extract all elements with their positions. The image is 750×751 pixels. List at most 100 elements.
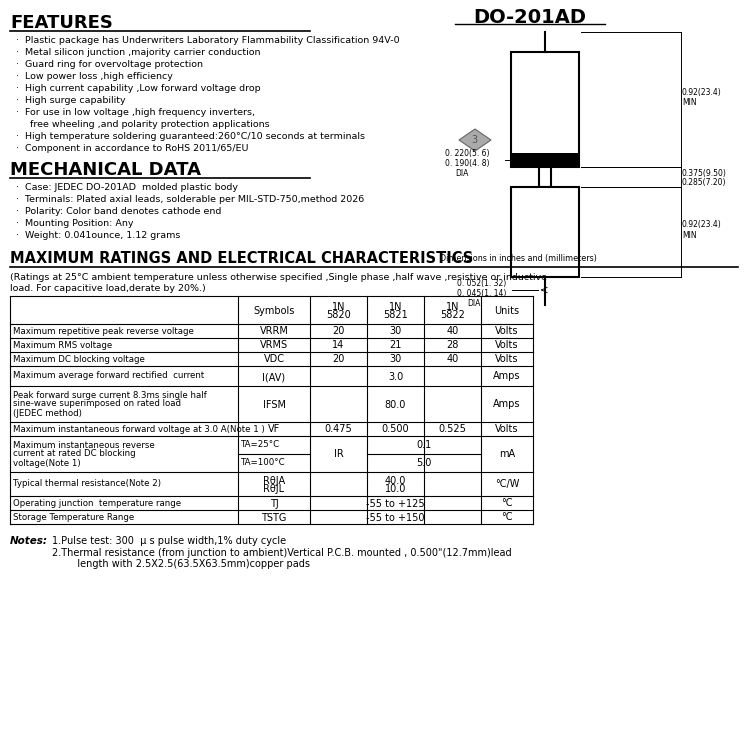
Text: 0.375(9.50): 0.375(9.50) xyxy=(682,169,727,178)
Text: Maximum average forward rectified  current: Maximum average forward rectified curren… xyxy=(13,372,204,381)
Text: Volts: Volts xyxy=(495,424,519,434)
Text: Maximum RMS voltage: Maximum RMS voltage xyxy=(13,340,112,349)
Bar xyxy=(539,167,551,187)
Text: 14: 14 xyxy=(332,340,344,350)
Text: 21: 21 xyxy=(389,340,402,350)
Text: MIN: MIN xyxy=(682,231,697,240)
Text: 0.92(23.4): 0.92(23.4) xyxy=(682,88,722,97)
Text: 20: 20 xyxy=(332,354,345,364)
Text: -55 to +125: -55 to +125 xyxy=(366,499,424,509)
Text: MAXIMUM RATINGS AND ELECTRICAL CHARACTERISTICS: MAXIMUM RATINGS AND ELECTRICAL CHARACTER… xyxy=(10,251,473,266)
Text: DO-201AD: DO-201AD xyxy=(473,8,586,27)
Text: VDC: VDC xyxy=(263,354,284,364)
Text: °C: °C xyxy=(501,512,513,522)
Text: 5.0: 5.0 xyxy=(416,458,432,468)
Text: 0.1: 0.1 xyxy=(416,440,432,450)
Text: 40: 40 xyxy=(446,354,458,364)
Text: 40.0: 40.0 xyxy=(385,475,406,485)
Text: TA=100°C: TA=100°C xyxy=(241,458,286,467)
Text: free wheeling ,and polarity protection applications: free wheeling ,and polarity protection a… xyxy=(24,120,270,129)
Text: ·  Weight: 0.041ounce, 1.12 grams: · Weight: 0.041ounce, 1.12 grams xyxy=(16,231,180,240)
Text: Maximum instantaneous forward voltage at 3.0 A(Note 1 ): Maximum instantaneous forward voltage at… xyxy=(13,424,265,433)
Text: 30: 30 xyxy=(389,326,402,336)
Text: voltage(Note 1): voltage(Note 1) xyxy=(13,459,81,468)
Text: 1N: 1N xyxy=(388,301,402,312)
Text: VF: VF xyxy=(268,424,280,434)
Text: ·  High surge capability: · High surge capability xyxy=(16,96,125,105)
Text: 1N: 1N xyxy=(332,301,345,312)
Text: 5822: 5822 xyxy=(440,310,465,321)
Text: RθJA: RθJA xyxy=(263,475,285,485)
Bar xyxy=(511,153,579,167)
Text: RθJL: RθJL xyxy=(263,484,284,494)
Text: 0. 052(1. 32): 0. 052(1. 32) xyxy=(457,279,506,288)
Text: 0. 045(1. 14): 0. 045(1. 14) xyxy=(457,289,506,298)
Text: IFSM: IFSM xyxy=(262,400,286,410)
Text: IR: IR xyxy=(334,449,344,459)
Text: 0.92(23.4): 0.92(23.4) xyxy=(682,221,722,230)
Text: 28: 28 xyxy=(446,340,459,350)
Text: Amps: Amps xyxy=(494,371,520,381)
Text: load. For capacitive load,derate by 20%.): load. For capacitive load,derate by 20%.… xyxy=(10,284,206,293)
Text: ·  Polarity: Color band denotes cathode end: · Polarity: Color band denotes cathode e… xyxy=(16,207,221,216)
Text: Dimensions in inches and (millimeters): Dimensions in inches and (millimeters) xyxy=(440,254,597,263)
Text: VRRM: VRRM xyxy=(260,326,289,336)
Text: 1.Pulse test: 300  μ s pulse width,1% duty cycle: 1.Pulse test: 300 μ s pulse width,1% dut… xyxy=(52,536,286,546)
Text: Symbols: Symbols xyxy=(254,306,295,316)
Text: mA: mA xyxy=(499,449,515,459)
Text: ·  High current capability ,Low forward voltage drop: · High current capability ,Low forward v… xyxy=(16,84,261,93)
Text: Typical thermal resistance(Note 2): Typical thermal resistance(Note 2) xyxy=(13,479,161,488)
Text: TA=25°C: TA=25°C xyxy=(241,440,280,449)
Text: 0.525: 0.525 xyxy=(439,424,466,434)
Text: VRMS: VRMS xyxy=(260,340,288,350)
Text: 2.Thermal resistance (from junction to ambient)Vertical P.C.B. mounted , 0.500"(: 2.Thermal resistance (from junction to a… xyxy=(52,548,512,558)
Text: ·  Case: JEDEC DO-201AD  molded plastic body: · Case: JEDEC DO-201AD molded plastic bo… xyxy=(16,183,238,192)
Text: ·  Low power loss ,high efficiency: · Low power loss ,high efficiency xyxy=(16,72,173,81)
Text: Storage Temperature Range: Storage Temperature Range xyxy=(13,512,134,521)
Text: 40: 40 xyxy=(446,326,458,336)
Text: Maximum repetitive peak reverse voltage: Maximum repetitive peak reverse voltage xyxy=(13,327,194,336)
Text: °C/W: °C/W xyxy=(495,479,519,489)
Text: Amps: Amps xyxy=(494,399,520,409)
Polygon shape xyxy=(459,129,491,151)
Text: Units: Units xyxy=(494,306,520,316)
Text: ·  Mounting Position: Any: · Mounting Position: Any xyxy=(16,219,134,228)
Text: MECHANICAL DATA: MECHANICAL DATA xyxy=(10,161,201,179)
Text: 1N: 1N xyxy=(446,301,459,312)
Text: TSTG: TSTG xyxy=(261,513,286,523)
Text: Volts: Volts xyxy=(495,326,519,336)
Text: ·  For use in low voltage ,high frequency inverters,: · For use in low voltage ,high frequency… xyxy=(16,108,255,117)
Text: 80.0: 80.0 xyxy=(385,400,406,410)
Text: MIN: MIN xyxy=(682,98,697,107)
Text: DIA: DIA xyxy=(455,169,468,178)
Text: °C: °C xyxy=(501,498,513,508)
Text: 3.0: 3.0 xyxy=(388,372,404,382)
Text: 20: 20 xyxy=(332,326,345,336)
Text: Operating junction  temperature range: Operating junction temperature range xyxy=(13,499,181,508)
Text: length with 2.5X2.5(63.5X63.5mm)copper pads: length with 2.5X2.5(63.5X63.5mm)copper p… xyxy=(68,559,310,569)
Text: 3: 3 xyxy=(471,135,477,145)
Text: current at rated DC blocking: current at rated DC blocking xyxy=(13,450,136,459)
Text: -55 to +150: -55 to +150 xyxy=(366,513,424,523)
Text: ·  Metal silicon junction ,majority carrier conduction: · Metal silicon junction ,majority carri… xyxy=(16,48,260,57)
Text: Maximum instantaneous reverse: Maximum instantaneous reverse xyxy=(13,441,154,450)
Text: Volts: Volts xyxy=(495,340,519,350)
Text: ·  Terminals: Plated axial leads, solderable per MIL-STD-750,method 2026: · Terminals: Plated axial leads, soldera… xyxy=(16,195,364,204)
Text: ·  High temperature soldering guaranteed:260°C/10 seconds at terminals: · High temperature soldering guaranteed:… xyxy=(16,132,365,141)
Text: ·  Component in accordance to RoHS 2011/65/EU: · Component in accordance to RoHS 2011/6… xyxy=(16,144,248,153)
Bar xyxy=(511,52,579,167)
Text: Maximum DC blocking voltage: Maximum DC blocking voltage xyxy=(13,354,145,363)
Text: Peak forward surge current 8.3ms single half: Peak forward surge current 8.3ms single … xyxy=(13,391,207,400)
Text: I(AV): I(AV) xyxy=(262,372,286,382)
Text: 0. 190(4. 8): 0. 190(4. 8) xyxy=(445,159,490,168)
Text: 0.285(7.20): 0.285(7.20) xyxy=(682,178,727,187)
Text: Notes:: Notes: xyxy=(10,536,48,546)
Text: sine-wave superimposed on rated load: sine-wave superimposed on rated load xyxy=(13,400,181,409)
Text: 5820: 5820 xyxy=(326,310,351,321)
Text: 5821: 5821 xyxy=(383,310,408,321)
Text: 0. 220(5. 6): 0. 220(5. 6) xyxy=(445,149,490,158)
Text: ·  Plastic package has Underwriters Laboratory Flammability Classification 94V-0: · Plastic package has Underwriters Labor… xyxy=(16,36,400,45)
Text: (JEDEC method): (JEDEC method) xyxy=(13,409,82,418)
Text: ·  Guard ring for overvoltage protection: · Guard ring for overvoltage protection xyxy=(16,60,203,69)
Bar xyxy=(511,187,579,277)
